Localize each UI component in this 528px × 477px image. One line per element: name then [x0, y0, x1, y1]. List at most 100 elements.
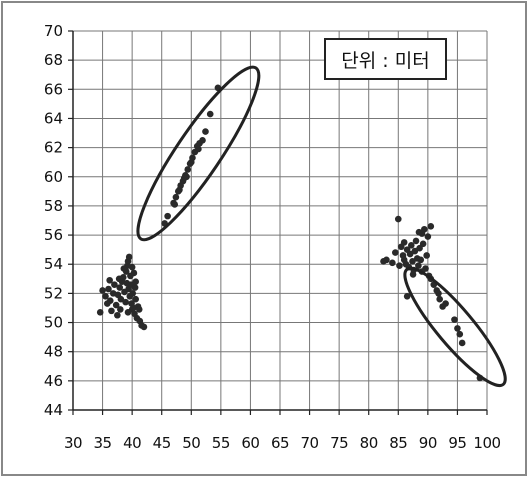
y-tick-label-0: 44: [44, 401, 63, 419]
data-point-s3-11: [435, 290, 442, 297]
axes: [68, 30, 488, 415]
data-point-s0-44: [135, 306, 143, 313]
data-point-s2-28: [427, 223, 435, 230]
y-tick-label-4: 52: [44, 284, 63, 302]
data-point-s2-7: [400, 239, 408, 246]
data-point-s2-29: [403, 293, 411, 300]
x-tick-label-12: 90: [419, 434, 437, 452]
y-tick-label-6: 56: [44, 226, 63, 244]
data-point-s2-33: [400, 256, 408, 264]
y-tick-label-3: 50: [44, 314, 63, 332]
y-tick-label-2: 48: [44, 343, 63, 361]
data-point-s0-13: [122, 298, 129, 306]
y-tick-label-10: 64: [44, 109, 63, 127]
data-point-s3-5: [451, 316, 458, 323]
data-point-s0-41: [104, 300, 111, 307]
data-point-s2-30: [409, 271, 417, 278]
data-point-s2-2: [389, 259, 396, 267]
x-tick-label-6: 60: [241, 434, 259, 452]
data-point-s0-38: [114, 311, 121, 319]
data-point-s0-2: [105, 285, 112, 293]
x-tick-label-11: 85: [389, 434, 407, 452]
data-point-s2-4: [394, 215, 402, 223]
data-point-s3-3: [436, 295, 443, 303]
data-point-s2-20: [417, 256, 425, 264]
x-tick-label-3: 45: [153, 434, 171, 452]
data-point-s2-26: [424, 233, 432, 240]
y-tick-label-8: 60: [44, 168, 63, 186]
data-point-s3-10: [442, 300, 449, 307]
y-tick-label-7: 58: [44, 197, 63, 215]
data-point-s0-0: [99, 287, 106, 294]
data-point-s0-37: [108, 307, 115, 315]
x-tick-label-0: 30: [64, 434, 82, 452]
y-tick-label-9: 62: [44, 139, 63, 157]
data-point-s0-30: [132, 295, 139, 303]
data-point-s2-11: [406, 250, 414, 258]
data-point-s1-15: [202, 128, 209, 135]
grid: [72, 30, 488, 411]
data-point-s0-1: [102, 293, 109, 300]
y-tick-label-1: 46: [44, 372, 63, 390]
data-point-s0-35: [140, 323, 148, 331]
y-tick-label-13: 70: [44, 22, 63, 40]
data-point-s2-25: [423, 252, 430, 259]
data-point-s0-29: [131, 284, 139, 291]
x-tick-label-9: 75: [330, 434, 348, 452]
data-point-s2-19: [416, 244, 423, 252]
data-point-s2-34: [396, 262, 403, 269]
x-tick-label-5: 55: [212, 434, 230, 452]
data-point-s2-12: [407, 241, 415, 249]
data-point-s1-19: [176, 186, 183, 194]
data-point-s2-13: [409, 258, 416, 265]
data-point-s1-18: [171, 201, 179, 208]
data-point-s2-3: [392, 249, 399, 256]
data-point-s0-47: [128, 263, 136, 271]
data-point-s1-21: [187, 158, 195, 166]
x-tick-label-4: 50: [182, 434, 200, 452]
data-point-s0-43: [132, 278, 139, 286]
y-tick-label-12: 68: [44, 51, 63, 69]
data-point-s0-25: [129, 290, 137, 297]
cluster-ellipses: [136, 65, 507, 388]
x-tick-labels: 30 35 40 45 50 55 60 65 70 75 80 85 90 95 100: [64, 434, 501, 452]
data-point-s2-15: [411, 247, 419, 255]
data-point-s2-32: [415, 228, 423, 236]
data-point-s0-36: [96, 309, 104, 316]
data-point-s1-1: [164, 212, 171, 220]
unit-annotation-text: 단위 : 미터: [341, 49, 430, 72]
data-point-s3-6: [454, 325, 461, 332]
data-point-s1-23: [180, 174, 188, 182]
y-tick-labels: 44 46 48 50 52 54 56 58 60 62 64 66 68 70: [44, 22, 63, 419]
data-point-s3-8: [458, 339, 466, 347]
data-point-s0-27: [130, 269, 138, 277]
data-point-s1-22: [195, 145, 202, 153]
data-point-s3-7: [456, 330, 464, 338]
data-points: [96, 84, 484, 382]
data-point-s1-14: [199, 137, 206, 144]
x-tick-label-13: 95: [448, 434, 466, 452]
unit-annotation: 단위 : 미터: [324, 38, 447, 80]
data-point-s0-39: [117, 306, 124, 313]
data-point-s0-5: [111, 281, 118, 288]
data-point-s0-42: [115, 275, 123, 283]
data-point-s1-3: [172, 193, 180, 201]
cluster-ellipse-0: [136, 65, 261, 242]
data-point-s0-8: [116, 284, 124, 291]
x-tick-label-14: 100: [473, 434, 500, 452]
x-tick-label-1: 35: [94, 434, 112, 452]
data-point-s1-16: [206, 110, 214, 118]
data-point-s2-22: [419, 240, 427, 248]
x-tick-label-8: 70: [301, 434, 319, 452]
data-point-s1-8: [184, 166, 192, 173]
data-point-s0-19: [125, 253, 133, 261]
data-point-s0-6: [112, 301, 120, 309]
cluster-ellipse-1: [403, 266, 507, 388]
data-point-s2-1: [383, 256, 390, 264]
y-tick-label-11: 66: [44, 80, 63, 98]
data-point-s2-23: [421, 225, 428, 233]
data-point-s0-40: [106, 276, 113, 284]
